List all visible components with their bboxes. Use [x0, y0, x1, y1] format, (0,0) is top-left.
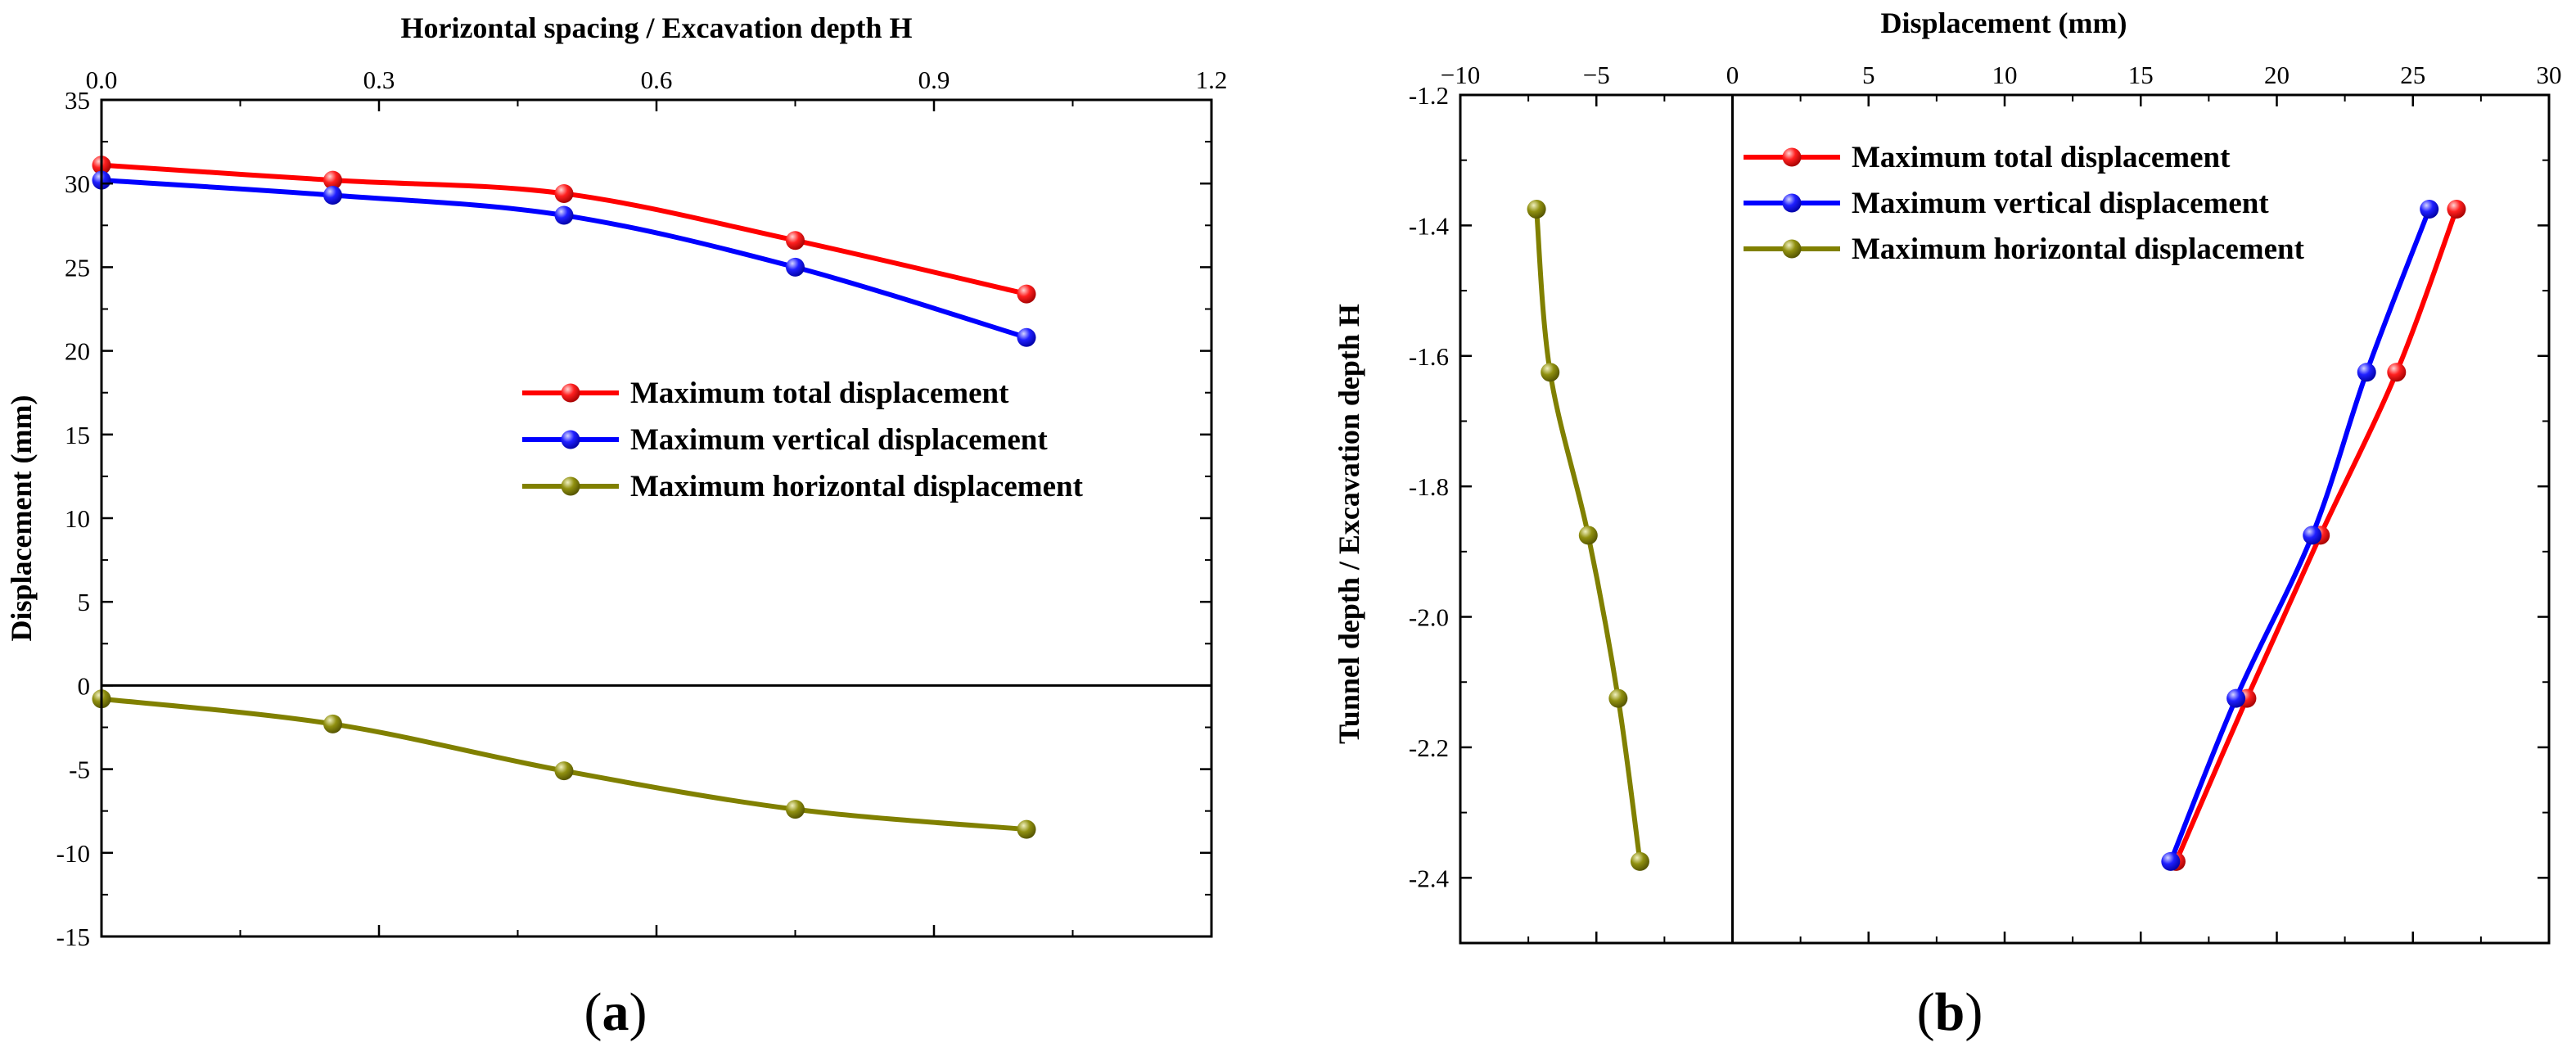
panel-a-series — [92, 156, 1036, 839]
x-tick-label: 0.9 — [918, 65, 950, 94]
x-tick-label: 0.6 — [641, 65, 673, 94]
data-point-vertical — [2161, 851, 2181, 871]
y-tick-label: 0 — [78, 671, 91, 700]
data-point-total — [2447, 199, 2466, 219]
panel-b-y-axis-label: Tunnel depth / Excavation depth H — [1333, 304, 1365, 744]
legend-marker-horizontal — [1782, 239, 1802, 259]
x-tick-label: −5 — [1583, 61, 1610, 89]
data-point-total — [323, 170, 342, 190]
y-tick-label: -15 — [56, 923, 90, 951]
data-point-horizontal — [1608, 688, 1628, 708]
data-point-vertical — [2357, 363, 2376, 382]
y-tick-label: 35 — [65, 86, 90, 115]
legend-marker-total — [561, 383, 580, 403]
y-tick-label: -2.0 — [1409, 603, 1449, 632]
x-tick-label: 1.2 — [1196, 65, 1228, 94]
panel-b-label: (b) — [1917, 982, 1983, 1042]
y-tick-label: 5 — [78, 588, 91, 616]
panel-a-x-axis-label: Horizontal spacing / Excavation depth H — [400, 11, 912, 44]
legend-label-horizontal: Maximum horizontal displacement — [1852, 232, 2305, 266]
y-tick-label: -1.8 — [1409, 472, 1449, 501]
y-tick-label: 20 — [65, 337, 90, 366]
panel-b-series — [1527, 199, 2466, 871]
data-point-horizontal — [554, 761, 574, 781]
y-tick-label: 25 — [65, 253, 90, 282]
panel-a-legend: Maximum total displacement Maximum vertic… — [522, 377, 1084, 503]
y-tick-label: 30 — [65, 169, 90, 198]
panel-a-label: (a) — [584, 982, 647, 1042]
legend-marker-vertical — [1782, 193, 1802, 213]
panel-b-ticks: −10 −5 0 5 10 15 20 25 30 -1.2 -1.4 -1.6 -1.8 -2.0 -2.… — [1409, 61, 2562, 943]
panel-b: −10 −5 0 5 10 15 20 25 30 -1.2 -1.4 -1.6 -1.8 -2.0 -2.… — [1333, 7, 2562, 1042]
y-tick-label: 10 — [65, 504, 90, 533]
data-point-horizontal — [1578, 526, 1598, 545]
panel-a-y-axis-label: Displacement (mm) — [5, 395, 38, 642]
legend-marker-total — [1782, 147, 1802, 167]
y-tick-label: -1.4 — [1409, 211, 1450, 240]
legend-label-total: Maximum total displacement — [630, 377, 1009, 410]
data-point-vertical — [554, 205, 574, 225]
y-tick-label: 15 — [65, 421, 90, 449]
x-tick-label: −10 — [1441, 61, 1480, 89]
series-line-vertical — [99, 178, 1029, 341]
x-tick-label: 0.0 — [86, 65, 118, 94]
panel-b-legend: Maximum total displacement Maximum vertic… — [1744, 141, 2305, 266]
data-point-horizontal — [1017, 819, 1036, 839]
panel-a: 0.0 0.3 0.6 0.9 1.2 -15 -10 -5 0 5 10 15 20 25 30 35 Ho… — [5, 11, 1227, 1042]
x-tick-label: 25 — [2400, 61, 2425, 89]
data-point-total — [554, 183, 574, 203]
data-point-total — [786, 231, 805, 250]
x-tick-label: 20 — [2264, 61, 2290, 89]
legend-marker-horizontal — [561, 476, 580, 496]
data-point-vertical — [1017, 327, 1036, 347]
data-point-vertical — [786, 257, 805, 277]
panel-a-ticks: 0.0 0.3 0.6 0.9 1.2 -15 -10 -5 0 5 10 15 20 25 30 35 — [56, 65, 1228, 951]
series-line-vertical — [2168, 206, 2432, 864]
legend-label-horizontal: Maximum horizontal displacement — [630, 470, 1084, 503]
y-tick-label: -1.2 — [1409, 81, 1449, 110]
y-tick-label: -2.2 — [1409, 733, 1449, 762]
data-point-horizontal — [1630, 851, 1649, 871]
x-tick-label: 30 — [2537, 61, 2562, 89]
panel-b-frame — [1459, 93, 2551, 945]
y-tick-label: -2.4 — [1409, 864, 1450, 892]
x-tick-label: 0 — [1726, 61, 1739, 89]
data-point-horizontal — [786, 800, 805, 819]
data-point-horizontal — [1541, 363, 1560, 382]
x-tick-label: 0.3 — [363, 65, 395, 94]
data-point-horizontal — [323, 714, 342, 733]
y-tick-label: -5 — [69, 756, 90, 784]
data-point-total — [1017, 284, 1036, 304]
data-point-vertical — [2226, 688, 2246, 708]
data-point-vertical — [2303, 526, 2322, 545]
data-point-total — [2387, 363, 2407, 382]
legend-label-total: Maximum total displacement — [1852, 141, 2231, 174]
data-point-vertical — [2420, 199, 2439, 219]
data-point-horizontal — [1527, 199, 1546, 219]
legend-label-vertical: Maximum vertical displacement — [630, 423, 1048, 457]
x-tick-label: 10 — [1992, 61, 2018, 89]
x-tick-label: 5 — [1862, 61, 1875, 89]
legend-label-vertical: Maximum vertical displacement — [1852, 187, 2269, 220]
panel-b-x-axis-label: Displacement (mm) — [1881, 7, 2127, 39]
data-point-vertical — [323, 186, 342, 205]
y-tick-label: -1.6 — [1409, 342, 1449, 371]
legend-marker-vertical — [561, 430, 580, 449]
y-tick-label: -10 — [56, 839, 90, 868]
panel-a-frame — [100, 98, 1213, 938]
x-tick-label: 15 — [2128, 61, 2154, 89]
